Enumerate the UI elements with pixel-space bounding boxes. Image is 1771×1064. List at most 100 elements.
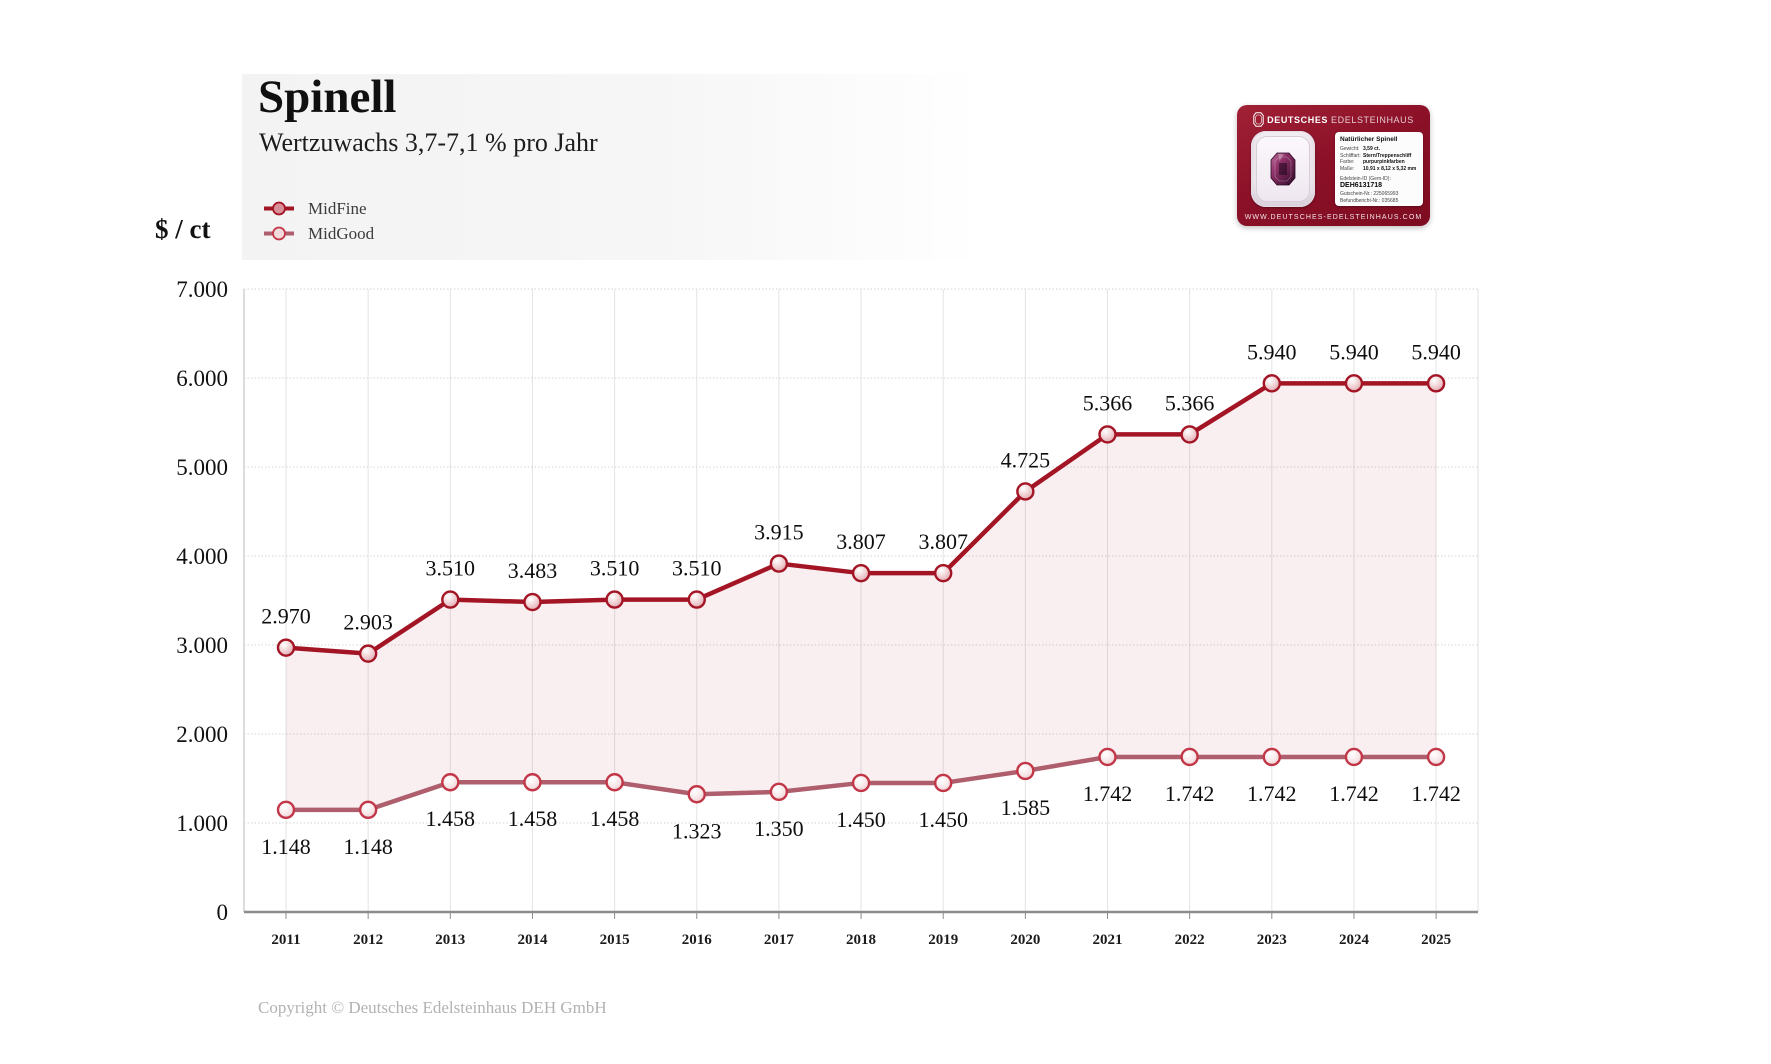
report-number: Befundbericht-Nr.: 035685 [1340, 197, 1399, 204]
data-point-midgood-2019 [934, 773, 953, 793]
value-label-midfine-2016: 3.510 [672, 556, 722, 581]
data-point-midfine-2024 [1344, 374, 1364, 393]
card-website: WWW.DEUTSCHES-EDELSTEINHAUS.COM [1244, 214, 1423, 221]
x-axis-year-label: 2012 [353, 932, 383, 948]
value-label-midfine-2024: 5.940 [1329, 339, 1379, 364]
data-point-midgood-2024 [1344, 747, 1364, 767]
data-point-midgood-2018 [851, 773, 871, 793]
data-point-midfine-2018 [851, 563, 871, 583]
page-title: Spinell [258, 71, 397, 123]
value-label-midgood-2018: 1.450 [836, 807, 886, 832]
card-brand-logo: DEUTSCHES EDELSTEINHAUS [1237, 112, 1430, 127]
x-axis-year-label: 2017 [764, 932, 795, 948]
y-axis-tick-label: 6.000 [176, 366, 228, 391]
spec-color: Farbe: purpurpinkfarben [1340, 159, 1405, 165]
y-axis-tick-label: 7.000 [176, 277, 228, 302]
page-subtitle: Wertzuwachs 3,7-7,1 % pro Jahr [259, 128, 598, 157]
data-point-midgood-2025 [1426, 747, 1446, 767]
legend-label-midfine: MidFine [308, 198, 367, 218]
data-point-midfine-2023 [1262, 374, 1282, 393]
value-label-midfine-2014: 3.483 [508, 558, 558, 583]
data-point-midgood-2011 [276, 800, 296, 820]
data-point-midfine-2012 [358, 644, 378, 663]
data-point-midfine-2013 [441, 590, 460, 609]
value-label-midgood-2016: 1.323 [672, 818, 722, 843]
value-label-midgood-2015: 1.458 [590, 806, 640, 831]
gem-window [1251, 131, 1315, 207]
y-axis-tick-label: 1.000 [176, 811, 228, 836]
certificate-title: Natürlicher Spinell [1340, 136, 1398, 143]
data-point-midgood-2015 [605, 773, 624, 792]
data-point-midfine-2016 [687, 590, 706, 609]
value-label-midgood-2023: 1.742 [1247, 781, 1297, 806]
legend: MidFine MidGood [262, 196, 374, 246]
value-label-midgood-2022: 1.742 [1165, 781, 1215, 806]
value-label-midgood-2014: 1.458 [508, 806, 558, 831]
value-label-midfine-2019: 3.807 [918, 529, 968, 554]
value-label-midfine-2021: 5.366 [1083, 390, 1133, 415]
legend-item-midgood: MidGood [262, 221, 374, 246]
x-axis-year-label: 2013 [435, 932, 465, 948]
x-axis-year-label: 2014 [517, 932, 548, 948]
legend-item-midfine: MidFine [262, 196, 374, 221]
x-axis-year-label: 2016 [682, 932, 713, 948]
value-label-midgood-2019: 1.450 [918, 807, 968, 832]
data-point-midfine-2020 [1016, 482, 1035, 501]
y-axis-tick-label: 4.000 [176, 544, 228, 569]
data-point-midgood-2020 [1016, 761, 1035, 781]
gem-window-inner [1256, 136, 1310, 202]
data-point-midfine-2025 [1426, 374, 1446, 393]
y-axis-unit-label: $ / ct [155, 214, 211, 244]
gem-outline-icon [1253, 112, 1264, 127]
voucher-number: Gutschein-Nr.: 225065993 [1340, 190, 1399, 197]
value-label-midfine-2011: 2.970 [261, 604, 311, 629]
x-axis-year-label: 2020 [1010, 932, 1040, 948]
value-label-midgood-2021: 1.742 [1083, 781, 1133, 806]
value-label-midgood-2024: 1.742 [1329, 781, 1379, 806]
data-point-midfine-2015 [605, 590, 624, 609]
spinel-gem-image [1270, 152, 1296, 186]
area-between-series [286, 383, 1437, 810]
y-axis-tick-label: 2.000 [176, 722, 228, 747]
x-axis-year-label: 2023 [1257, 932, 1287, 948]
data-point-midfine-2022 [1180, 425, 1199, 444]
data-point-midfine-2014 [523, 592, 542, 612]
card-brand-light: EDELSTEINHAUS [1331, 114, 1414, 125]
gem-certificate-card: DEUTSCHES EDELSTEINHAUS [1237, 105, 1430, 226]
data-point-midgood-2012 [358, 800, 378, 820]
value-label-midfine-2015: 3.510 [590, 556, 640, 581]
value-label-midgood-2011: 1.148 [261, 834, 311, 859]
value-label-midgood-2025: 1.742 [1411, 781, 1461, 806]
x-axis-year-label: 2019 [928, 932, 958, 948]
y-axis-tick-label: 3.000 [176, 633, 228, 658]
x-axis-year-label: 2025 [1421, 932, 1451, 948]
value-label-midgood-2012: 1.148 [343, 834, 393, 859]
data-point-midgood-2023 [1262, 747, 1282, 767]
x-axis-year-label: 2022 [1175, 932, 1205, 948]
value-label-midfine-2013: 3.510 [426, 556, 476, 581]
x-axis-year-label: 2011 [271, 932, 300, 948]
x-axis-year-label: 2024 [1339, 932, 1370, 948]
legend-label-midgood: MidGood [308, 223, 375, 243]
data-point-midgood-2016 [687, 785, 706, 804]
value-label-midfine-2018: 3.807 [836, 529, 886, 554]
chart-area-fill [286, 383, 1437, 810]
card-brand-bold: DEUTSCHES [1267, 114, 1329, 125]
data-point-midgood-2021 [1098, 747, 1117, 767]
chart-value-labels: 1.148 1.148 1.458 1.458 1.458 1.323 1.350 1.450… [261, 339, 1461, 858]
certificate-label: Natürlicher Spinell Gewicht: 3,59 ct. Sc… [1335, 132, 1423, 206]
spec-size: Maße: 10,91 x 8,12 x 5,32 mm [1340, 165, 1417, 172]
data-point-midfine-2019 [934, 563, 953, 583]
header-band [242, 74, 980, 260]
legend-swatch-midgood-icon [264, 226, 294, 241]
spec-weight: Gewicht: 3,59 ct. [1340, 146, 1380, 152]
value-label-midfine-2023: 5.940 [1247, 339, 1297, 364]
y-axis-tick-label: 0 [217, 900, 229, 925]
y-axis-tick-label: 5.000 [176, 455, 228, 480]
data-point-midfine-2017 [769, 554, 789, 573]
x-axis-year-label: 2018 [846, 932, 876, 948]
chart-axes: 0 1.000 2.000 3.000 4.000 5.000 6.000 7.000 2011… [176, 277, 1478, 948]
gem-id-label: Edelstein-ID (Gem-ID): [1340, 175, 1391, 182]
copyright-notice: Copyright © Deutsches Edelsteinhaus DEH … [258, 998, 607, 1017]
